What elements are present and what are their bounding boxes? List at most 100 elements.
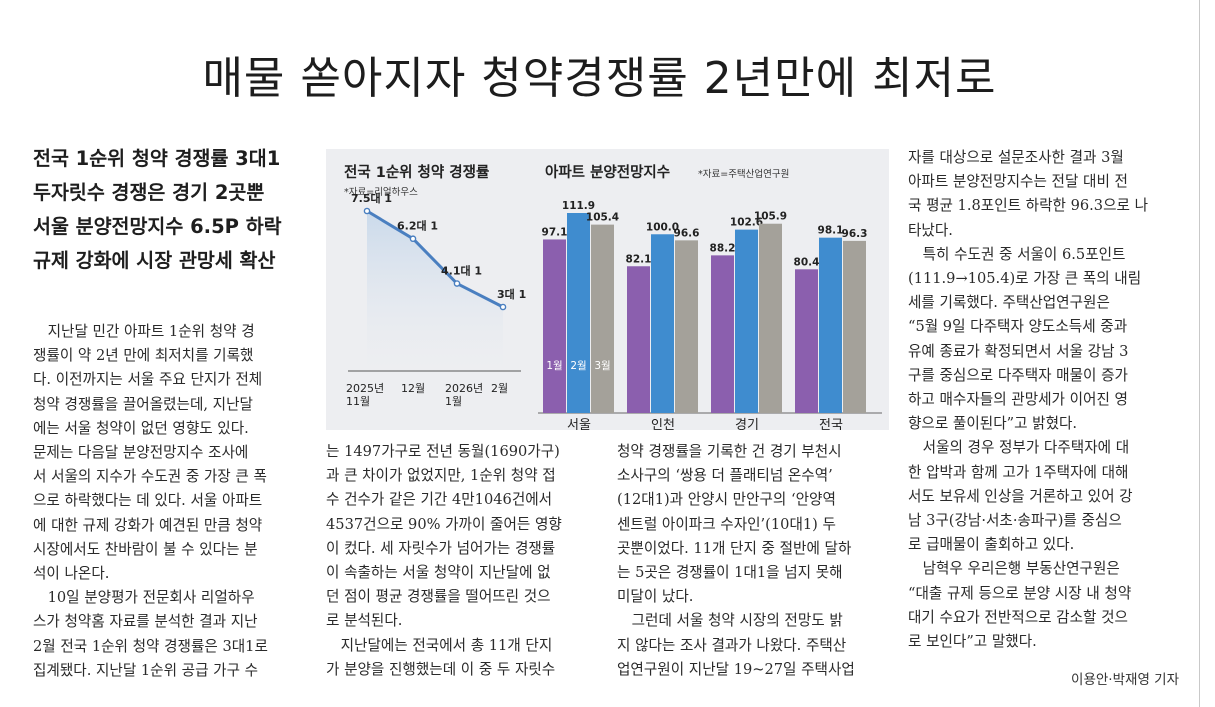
column-rule — [1199, 0, 1200, 707]
bar-value-label: 80.4 — [794, 256, 820, 268]
body-line: 남 3구(강남·서초·송파구)를 중심으 — [908, 512, 1122, 530]
bar-chart-source: *자료=주택산업연구원 — [698, 168, 789, 180]
x-tick-label: 2월 — [491, 382, 508, 395]
bar — [819, 237, 842, 413]
body-line: 곳뿐이었다. 11개 단지 중 절반에 달하 — [617, 539, 852, 557]
body-line: 남혁우 우리은행 부동산연구원은 — [908, 560, 1120, 578]
bar-value-label: 96.6 — [674, 227, 700, 239]
body-line: 타났다. — [908, 221, 953, 239]
body-line: 집계됐다. 지난달 1순위 공급 가구 수 — [33, 661, 259, 679]
body-line: 쟁률이 약 2년 만에 최저치를 기록했 — [33, 347, 254, 365]
body-line: 업연구원이 지난달 19~27일 주택사업 — [617, 660, 855, 678]
bar — [795, 269, 818, 413]
bar-value-label: 105.9 — [754, 211, 787, 223]
subhead-line: 서울 분양전망지수 6.5P 하락 — [33, 215, 282, 238]
body-line: “5월 9일 다주택자 양도소득세 중과 — [908, 318, 1128, 336]
bar-value-label: 100.0 — [646, 221, 679, 233]
body-line: 서울의 경우 정부가 다주택자에 대 — [908, 439, 1130, 457]
body-line: 청약 경쟁률을 기록한 건 경기 부천시 — [617, 443, 842, 460]
x-tick-label: 2026년 — [445, 382, 483, 395]
body-line: 이 컸다. 세 자릿수가 넘어가는 경쟁률 — [326, 539, 556, 557]
x-tick-label: 11월 — [346, 395, 370, 408]
bar — [735, 229, 758, 413]
body-line: 지난달 민간 아파트 1순위 청약 경 — [33, 323, 255, 340]
body-line: 대기 수요가 전반적으로 감소할 것으 — [908, 608, 1128, 626]
body-line: 2월 전국 1순위 청약 경쟁률은 3대1로 — [33, 637, 268, 655]
legend-label: 1월 — [546, 360, 562, 372]
body-line: 이 속출하는 서울 청약이 지난달에 없 — [326, 564, 551, 582]
body-line: 석이 나온다. — [33, 565, 110, 583]
body-line: 으로 하락했다는 데 있다. 서울 아파트 — [33, 492, 263, 510]
data-label: 4.1대 1 — [441, 264, 482, 278]
subheadline: 전국 1순위 청약 경쟁률 3대1 두자릿수 경쟁은 경기 2곳뿐 서울 분양전… — [33, 142, 313, 278]
infographic: 전국 1순위 청약 경쟁률 *자료=리얼하우스 아파트 분양전망지수 *자료=주… — [326, 149, 889, 430]
bar-value-label: 98.1 — [818, 225, 844, 237]
body-line: 한 압박과 함께 고가 1주택자에 대해 — [908, 463, 1129, 481]
body-line: 소사구의 ‘쌍용 더 플래티넘 온수역’ — [617, 467, 833, 485]
body-line: 10일 분양평가 전문회사 리얼하우 — [33, 589, 255, 607]
body-line: 지 않다는 조사 결과가 나왔다. 주택산 — [617, 636, 847, 654]
body-line: “대출 규제 등으로 분양 시장 내 청약 — [908, 584, 1132, 602]
body-line: 는 5곳은 경쟁률이 1대1을 넘지 못해 — [617, 564, 843, 582]
body-line: 국 평균 1.8포인트 하락한 96.3으로 나 — [908, 197, 1149, 215]
headline: 매물 쏟아지자 청약경쟁률 2년만에 최저로 — [202, 53, 997, 104]
bar-value-label: 82.1 — [626, 253, 652, 265]
body-line: 4537건으로 90% 가까이 줄어든 영향 — [326, 515, 562, 533]
bar — [711, 255, 734, 413]
bar-value-label: 111.9 — [562, 200, 595, 212]
data-point — [499, 303, 507, 311]
category-label: 경기 — [735, 418, 759, 430]
bar-value-label: 105.4 — [586, 212, 619, 224]
body-line: 로 분석된다. — [326, 612, 403, 630]
subhead-line: 규제 강화에 시장 관망세 확산 — [33, 249, 276, 272]
bar-value-label: 97.1 — [542, 226, 568, 238]
bar — [543, 239, 566, 413]
body-line: 스가 청약홈 자료를 분석한 결과 지난 — [33, 613, 258, 631]
body-line: 시장에서도 찬바람이 불 수 있다는 분 — [33, 540, 258, 558]
body-line: (12대1)과 안양시 만안구의 ‘안양역 — [617, 491, 836, 509]
body-line: 다. 이전까지는 서울 주요 단지가 전체 — [33, 371, 263, 389]
body-line: 센트럴 아이파크 수자인’(10대1) 두 — [617, 515, 836, 533]
chart-canvas: 전국 1순위 청약 경쟁률 *자료=리얼하우스 아파트 분양전망지수 *자료=주… — [344, 163, 882, 430]
legend-label: 3월 — [594, 360, 610, 372]
data-point — [409, 235, 417, 243]
body-line: 청약 경쟁률을 끌어올렸는데, 지난달 — [33, 395, 253, 413]
body-line: 과 큰 차이가 없었지만, 1순위 청약 접 — [326, 467, 556, 485]
subhead-line: 두자릿수 경쟁은 경기 2곳뿐 — [33, 181, 265, 204]
bar — [567, 213, 590, 413]
bar — [591, 224, 614, 413]
legend-label: 2월 — [570, 360, 586, 372]
body-line: 구를 중심으로 다주택자 매물이 증가 — [908, 366, 1128, 384]
body-line: 수 건수가 같은 기간 4만1046건에서 — [326, 491, 553, 509]
body-line: 는 1497가구로 전년 동월(1690가구) — [326, 443, 560, 460]
bar — [675, 240, 698, 413]
body-line: 미달이 났다. — [617, 588, 694, 606]
bar-value-label: 88.2 — [710, 242, 736, 254]
series-line — [366, 209, 504, 309]
bar-value-label: 102.6 — [730, 217, 763, 229]
data-label: 3대 1 — [497, 287, 526, 301]
body-line: 특히 수도권 중 서울이 6.5포인트 — [908, 245, 1126, 263]
body-line: 서도 보유세 인상을 거론하고 있어 강 — [908, 487, 1133, 505]
body-line: 그런데 서울 청약 시장의 전망도 밝 — [617, 612, 843, 630]
body-line: 로 급매물이 출회하고 있다. — [908, 536, 1075, 554]
x-tick-label: 2025년 — [346, 382, 384, 395]
body-line: 아파트 분양전망지수는 전달 대비 전 — [908, 173, 1128, 191]
bar-chart-title: 아파트 분양전망지수 — [545, 163, 670, 181]
body-line: 하고 매수자들의 관망세가 이어진 영 — [908, 391, 1128, 409]
data-point — [453, 280, 461, 287]
category-label: 서울 — [567, 418, 591, 430]
category-label: 인천 — [651, 418, 675, 430]
byline: 이용안·박재영 기자 — [1071, 672, 1179, 688]
body-line: 던 점이 평균 경쟁률을 떨어뜨린 것으 — [326, 588, 551, 606]
x-tick-label: 1월 — [445, 395, 462, 408]
body-line: 가 분양을 진행했는데 이 중 두 자릿수 — [326, 660, 556, 678]
data-label: 7.5대 1 — [351, 191, 392, 205]
body-line: 에는 서울 청약이 없던 영향도 있다. — [33, 419, 249, 437]
body-line: (111.9→105.4)로 가장 큰 폭의 내림 — [908, 270, 1142, 288]
bar — [759, 223, 782, 413]
